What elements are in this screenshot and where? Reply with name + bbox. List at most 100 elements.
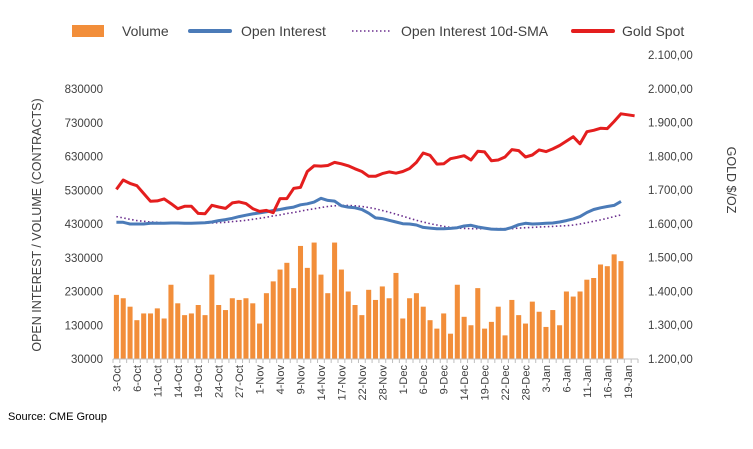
volume-bar bbox=[454, 284, 460, 359]
volume-bar bbox=[502, 335, 508, 359]
y-right-tick-label: 2.100,00 bbox=[648, 50, 693, 62]
x-tick-label: 6-Dec bbox=[418, 365, 430, 395]
volume-bar bbox=[543, 326, 549, 359]
y-left-tick-label: 630000 bbox=[65, 152, 103, 164]
y-left-tick-label: 30000 bbox=[71, 354, 103, 366]
y-left-tick-label: 530000 bbox=[65, 185, 103, 197]
volume-bar bbox=[550, 310, 556, 359]
y-right-tick-label: 1.800,00 bbox=[648, 151, 693, 163]
x-tick-label: 22-Nov bbox=[357, 365, 369, 401]
volume-bar bbox=[318, 274, 324, 359]
x-tick-label: 3-Jan bbox=[541, 365, 553, 393]
volume-bar bbox=[147, 313, 154, 359]
volume-bar bbox=[563, 291, 569, 359]
volume-bar bbox=[516, 315, 522, 359]
y-right-tick-label: 1.300,00 bbox=[648, 320, 693, 332]
x-tick-label: 24-Oct bbox=[214, 365, 226, 398]
x-tick-label: 19-Jan bbox=[623, 365, 635, 399]
volume-bar bbox=[611, 254, 617, 359]
volume-bar bbox=[291, 288, 297, 359]
volume-bar bbox=[270, 281, 276, 359]
x-tick-label: 11-Jan bbox=[582, 365, 594, 398]
y-left-tick-label: 330000 bbox=[65, 253, 103, 265]
x-tick-label: 14-Nov bbox=[316, 365, 328, 401]
volume-bar bbox=[202, 315, 208, 359]
volume-bar bbox=[386, 298, 392, 359]
volume-bar bbox=[577, 291, 583, 359]
x-tick-label: 4-Nov bbox=[275, 365, 287, 395]
y-right-tick-label: 2.000,00 bbox=[648, 84, 693, 96]
volume-bar bbox=[243, 298, 249, 359]
y-axis-left-label: OPEN INTEREST / VOLUME (CONTRACTS) bbox=[30, 98, 44, 351]
y-right-tick-label: 1.400,00 bbox=[648, 286, 693, 298]
x-tick-label: 1-Nov bbox=[255, 365, 267, 395]
volume-bar bbox=[345, 291, 351, 359]
volume-bar bbox=[447, 333, 454, 359]
y-right-tick-label: 1.500,00 bbox=[648, 253, 693, 265]
legend-swatch-volume bbox=[72, 25, 104, 37]
y-left-tick-label: 430000 bbox=[65, 219, 103, 231]
volume-bar bbox=[209, 274, 215, 359]
volume-bar bbox=[522, 323, 529, 359]
x-tick-label: 14-Oct bbox=[173, 365, 185, 398]
y-left-tick-label: 230000 bbox=[65, 287, 103, 299]
legend-label: Gold Spot bbox=[622, 23, 684, 39]
volume-bar bbox=[263, 293, 269, 359]
volume-bar bbox=[509, 299, 515, 359]
x-tick-label: 19-Oct bbox=[193, 365, 205, 398]
volume-bar bbox=[175, 303, 181, 359]
volume-bar bbox=[482, 328, 488, 359]
volume-bar bbox=[127, 306, 133, 359]
volume-bar bbox=[188, 313, 194, 359]
volume-bar bbox=[284, 262, 290, 359]
volume-bar bbox=[113, 294, 119, 359]
legend-label: Open Interest bbox=[241, 23, 326, 39]
y-left-tick-label: 730000 bbox=[65, 118, 103, 130]
gold-spot-line bbox=[115, 112, 635, 216]
axes: 30000 130000 230000 330000 430000 530000 63000… bbox=[65, 50, 693, 400]
volume-bar bbox=[372, 299, 379, 359]
volume-bar bbox=[297, 245, 304, 359]
volume-bar bbox=[604, 266, 610, 359]
source-note: Source: CME Group bbox=[8, 411, 107, 423]
volume-bar bbox=[413, 293, 419, 359]
volume-bar bbox=[311, 242, 317, 359]
volume-bar bbox=[141, 313, 147, 359]
volume-bar bbox=[379, 286, 385, 359]
x-tick-label: 28-Nov bbox=[377, 365, 389, 401]
legend: Volume Open Interest Open Interest 10d-SMA… bbox=[72, 23, 684, 39]
volume-bar bbox=[352, 305, 358, 359]
x-tick-label: 22-Dec bbox=[500, 365, 512, 401]
x-tick-label: 9-Nov bbox=[296, 365, 308, 395]
volume-bar bbox=[529, 301, 535, 359]
volume-bar bbox=[332, 242, 338, 359]
volume-bar bbox=[168, 284, 174, 359]
volume-bar bbox=[195, 305, 201, 359]
volume-bar bbox=[359, 315, 365, 359]
y-right-tick-label: 1.200,00 bbox=[648, 354, 693, 366]
x-tick-label: 6-Jan bbox=[561, 365, 573, 393]
volume-bar bbox=[366, 289, 372, 359]
volume-bar bbox=[250, 303, 256, 359]
volume-bar bbox=[441, 313, 447, 359]
volume-bars bbox=[113, 242, 624, 359]
volume-bar bbox=[597, 264, 604, 359]
volume-bar bbox=[229, 298, 235, 359]
x-tick-label: 11-Oct bbox=[152, 365, 164, 397]
legend-label: Volume bbox=[122, 23, 169, 39]
x-tick-label: 1-Dec bbox=[398, 365, 410, 395]
volume-bar bbox=[488, 321, 494, 359]
series-lines bbox=[115, 112, 635, 231]
volume-bar bbox=[154, 308, 160, 359]
volume-bar bbox=[591, 278, 597, 359]
x-tick-label: 19-Dec bbox=[480, 365, 492, 401]
volume-bar bbox=[161, 318, 167, 359]
volume-bar bbox=[475, 288, 481, 359]
x-tick-label: 14-Dec bbox=[459, 365, 471, 401]
volume-bar bbox=[400, 318, 406, 359]
volume-bar bbox=[182, 315, 188, 359]
volume-bar bbox=[216, 305, 222, 359]
volume-bar bbox=[277, 269, 283, 359]
